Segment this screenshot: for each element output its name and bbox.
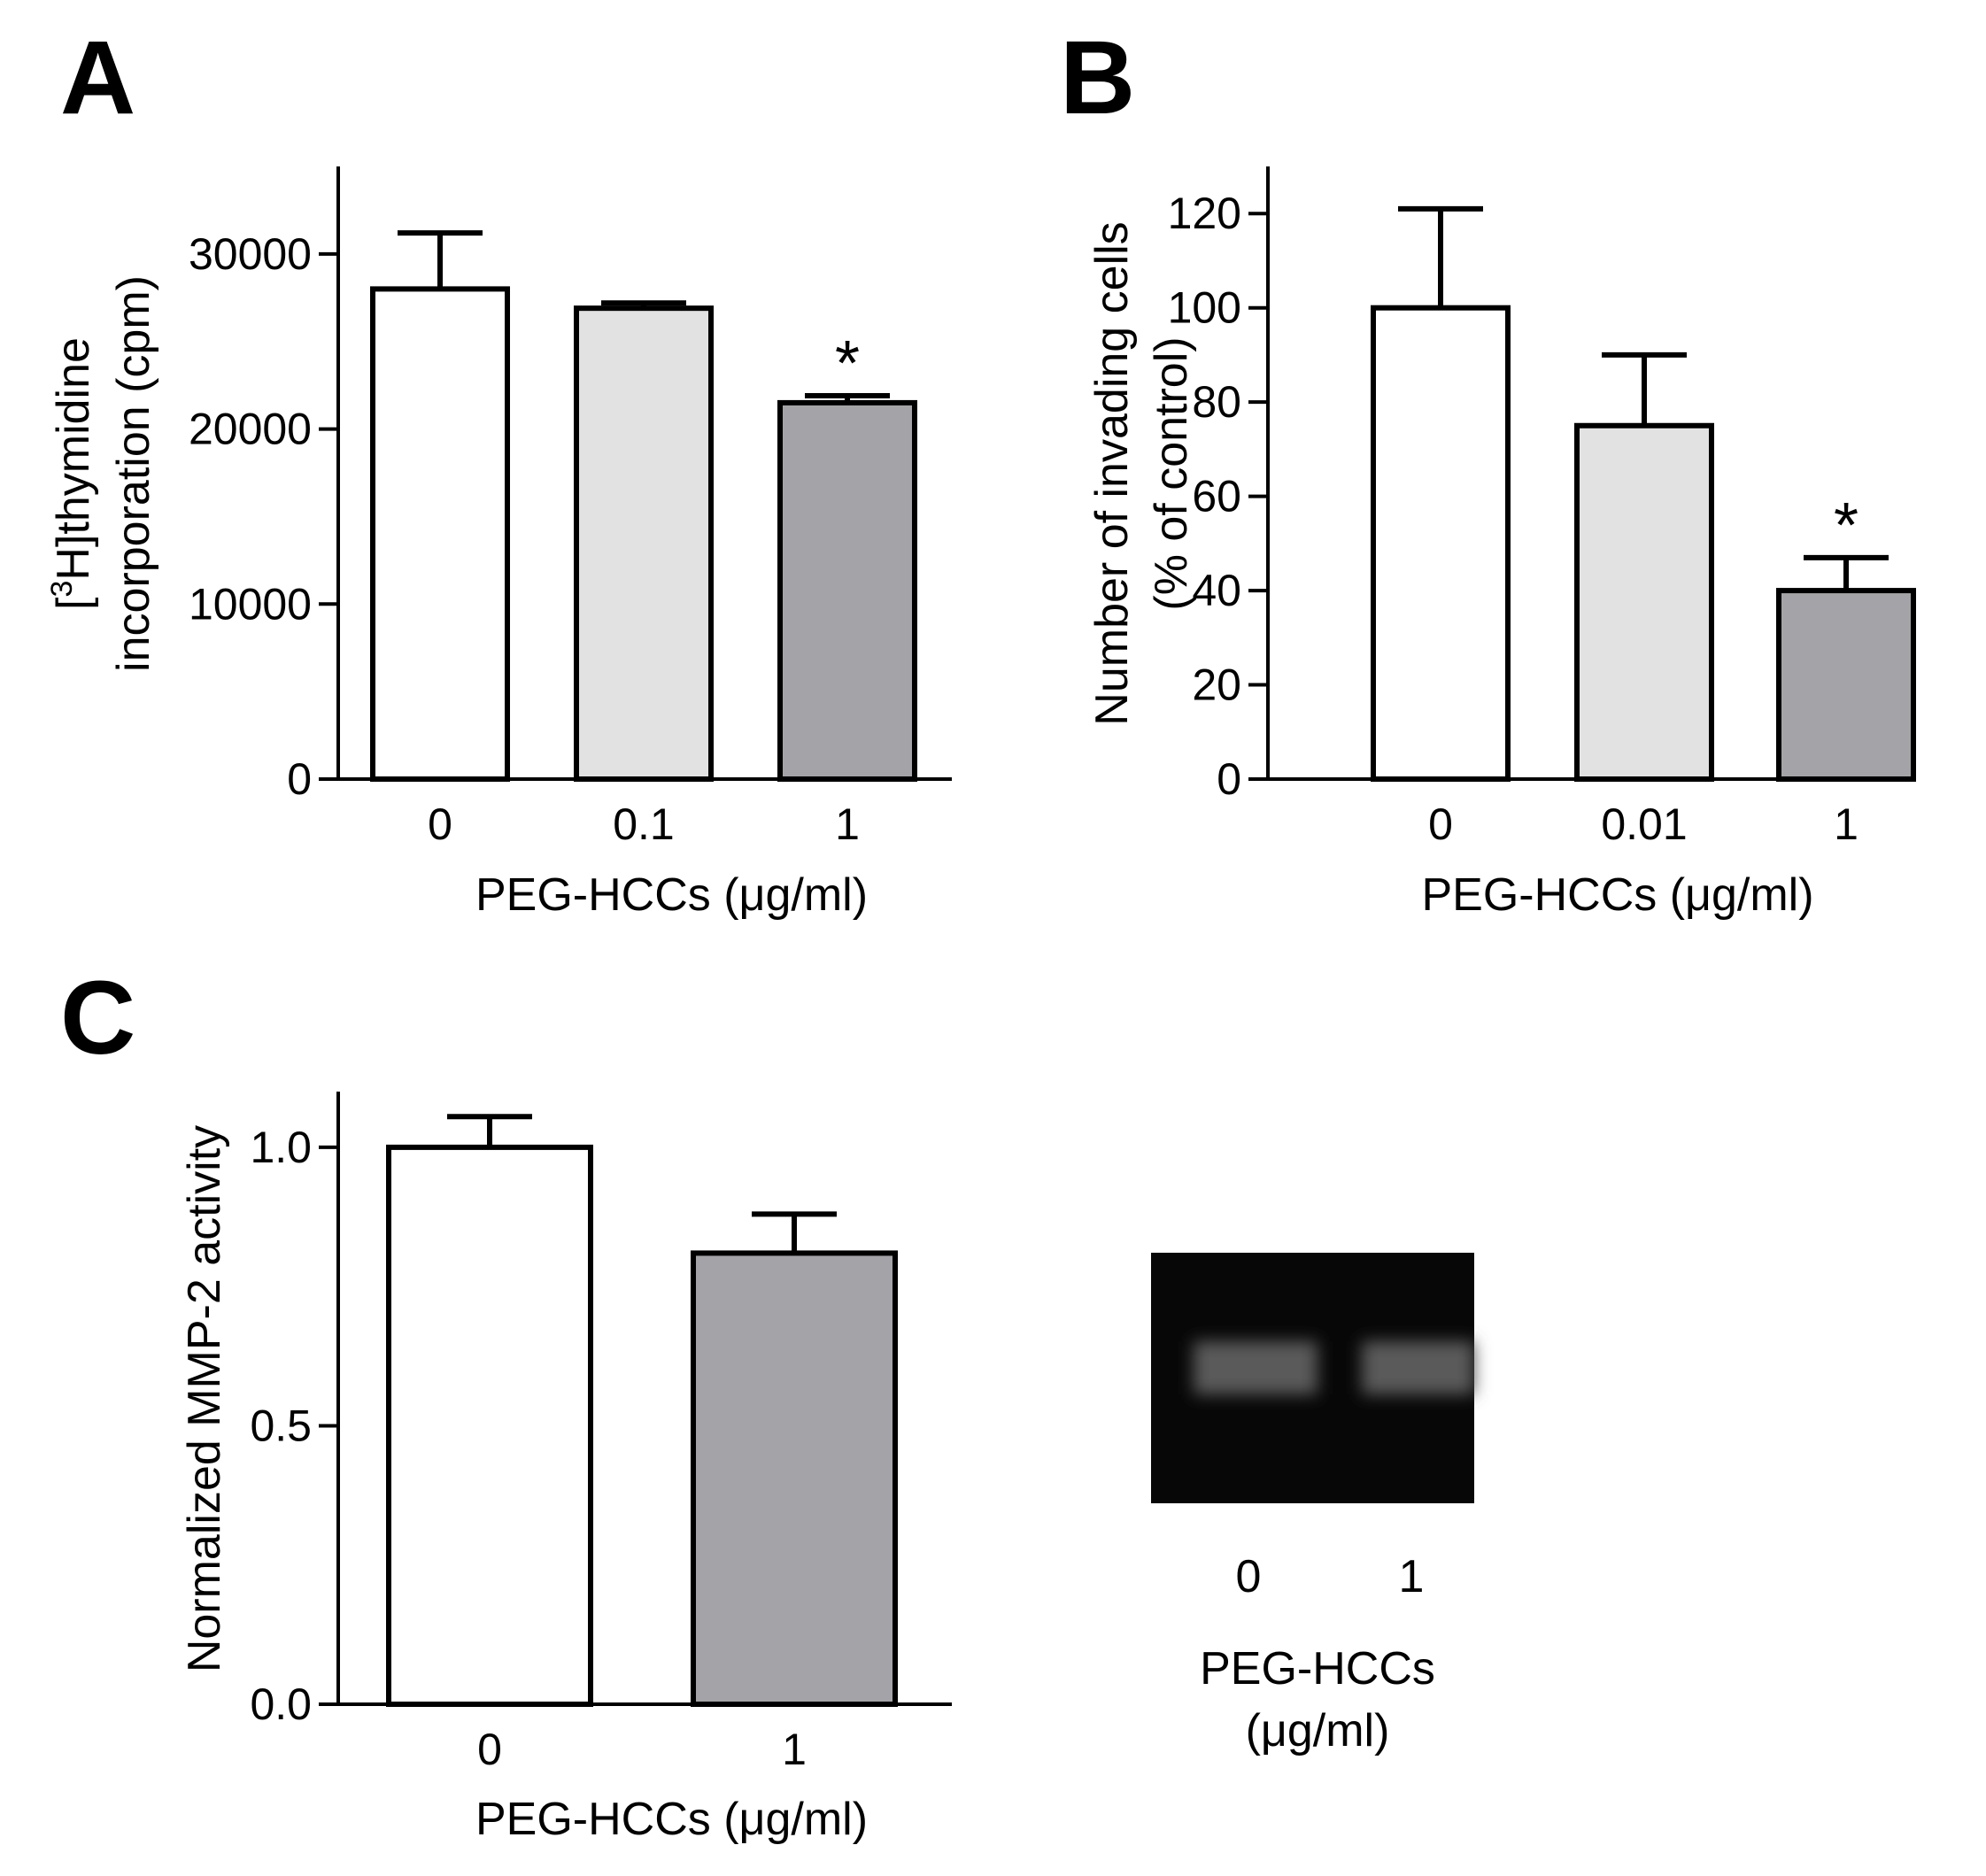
y-tick-label: 40: [1192, 566, 1241, 615]
y-axis-title-text: [: [48, 597, 99, 610]
x-tick-label: 0.01: [1601, 799, 1687, 849]
y-tick-label: 60: [1192, 472, 1241, 521]
x-tick-label: 0: [477, 1725, 502, 1774]
y-tick-label: 10000: [189, 579, 312, 629]
bar-c-1: [691, 1250, 898, 1708]
y-tick-label: 120: [1168, 189, 1241, 238]
y-tick-label: 1.0: [250, 1123, 312, 1172]
y-axis-title-text: H]thymidine: [48, 337, 99, 581]
y-tick-label: 20: [1192, 660, 1241, 710]
y-axis-title-text: incorporation (cpm): [108, 275, 159, 672]
y-tick-label: 0.0: [250, 1679, 312, 1729]
significance-marker: *: [835, 328, 860, 399]
bar-a-2: [777, 399, 917, 782]
x-tick-label: 1: [835, 799, 860, 849]
y-tick-label: 0.5: [250, 1401, 312, 1450]
x-axis-title: PEG-HCCs (μg/ml): [475, 1794, 868, 1845]
x-tick-label: 0.1: [613, 799, 675, 849]
y-axis-title-text: (% of control): [1146, 336, 1197, 610]
panel-label-a: A: [60, 19, 135, 136]
y-tick-label: 30000: [189, 229, 312, 279]
gel-lane-label-0: 0: [1236, 1551, 1262, 1602]
y-axis-title-superscript: 3: [45, 581, 79, 598]
y-axis-title-line-2: (% of control): [1146, 336, 1197, 610]
y-axis-title-text: Number of invading cells: [1086, 221, 1138, 725]
chart-a: 0 10000 20000 30000 0 0.1 * 1 PEG-HCCs (μg/ml) [3…: [45, 166, 952, 921]
y-tick-label: 0: [1217, 754, 1241, 804]
x-tick-label: 1: [782, 1725, 807, 1774]
x-tick-label: 1: [1834, 799, 1858, 849]
bar-b-1: [1574, 422, 1714, 782]
y-tick-label: 0: [287, 754, 312, 804]
gel-band-lane-1: [1362, 1341, 1474, 1394]
x-tick-label: 0: [428, 799, 452, 849]
y-axis-title-line-2: incorporation (cpm): [108, 275, 159, 672]
y-axis-title-line-1: Normalized MMP-2 activity: [179, 1125, 230, 1672]
bar-a-0: [370, 286, 510, 782]
bar-b-0: [1371, 305, 1511, 782]
x-axis-title: PEG-HCCs (μg/ml): [1421, 869, 1813, 921]
y-axis-title-line-1: Number of invading cells: [1086, 221, 1138, 725]
x-tick-label: 0: [1428, 799, 1453, 849]
bar-a-1: [574, 305, 714, 782]
y-axis-title-line-1: [3H]thymidine: [45, 337, 99, 610]
gel-image: 0 1 PEG-HCCs (μg/ml): [1151, 1253, 1474, 1756]
bar-b-2: [1776, 588, 1916, 782]
gel-caption-line-1: PEG-HCCs: [1200, 1643, 1435, 1695]
gel-caption-line-2: (μg/ml): [1246, 1705, 1390, 1756]
significance-marker: *: [1834, 490, 1858, 561]
y-axis-title-text: Normalized MMP-2 activity: [179, 1125, 230, 1672]
gel-band-lane-0: [1194, 1341, 1318, 1394]
gel-lane-label-1: 1: [1399, 1551, 1425, 1602]
panel-label-b: B: [1060, 19, 1135, 136]
y-tick-label: 100: [1168, 283, 1241, 333]
y-tick-label: 20000: [189, 405, 312, 454]
chart-b: 0 20 40 60 80 100 120 0 0.01 * 1 PEG-HCCs (μg/ml) Nu…: [1086, 166, 1916, 921]
y-tick-label: 80: [1192, 377, 1241, 427]
panel-label-c: C: [60, 960, 135, 1077]
x-axis-title: PEG-HCCs (μg/ml): [475, 869, 868, 921]
chart-c: 0.0 0.5 1.0 0 1 PEG-HCCs (μg/ml) Normalized MM…: [179, 1092, 952, 1845]
bar-c-0: [386, 1144, 593, 1707]
